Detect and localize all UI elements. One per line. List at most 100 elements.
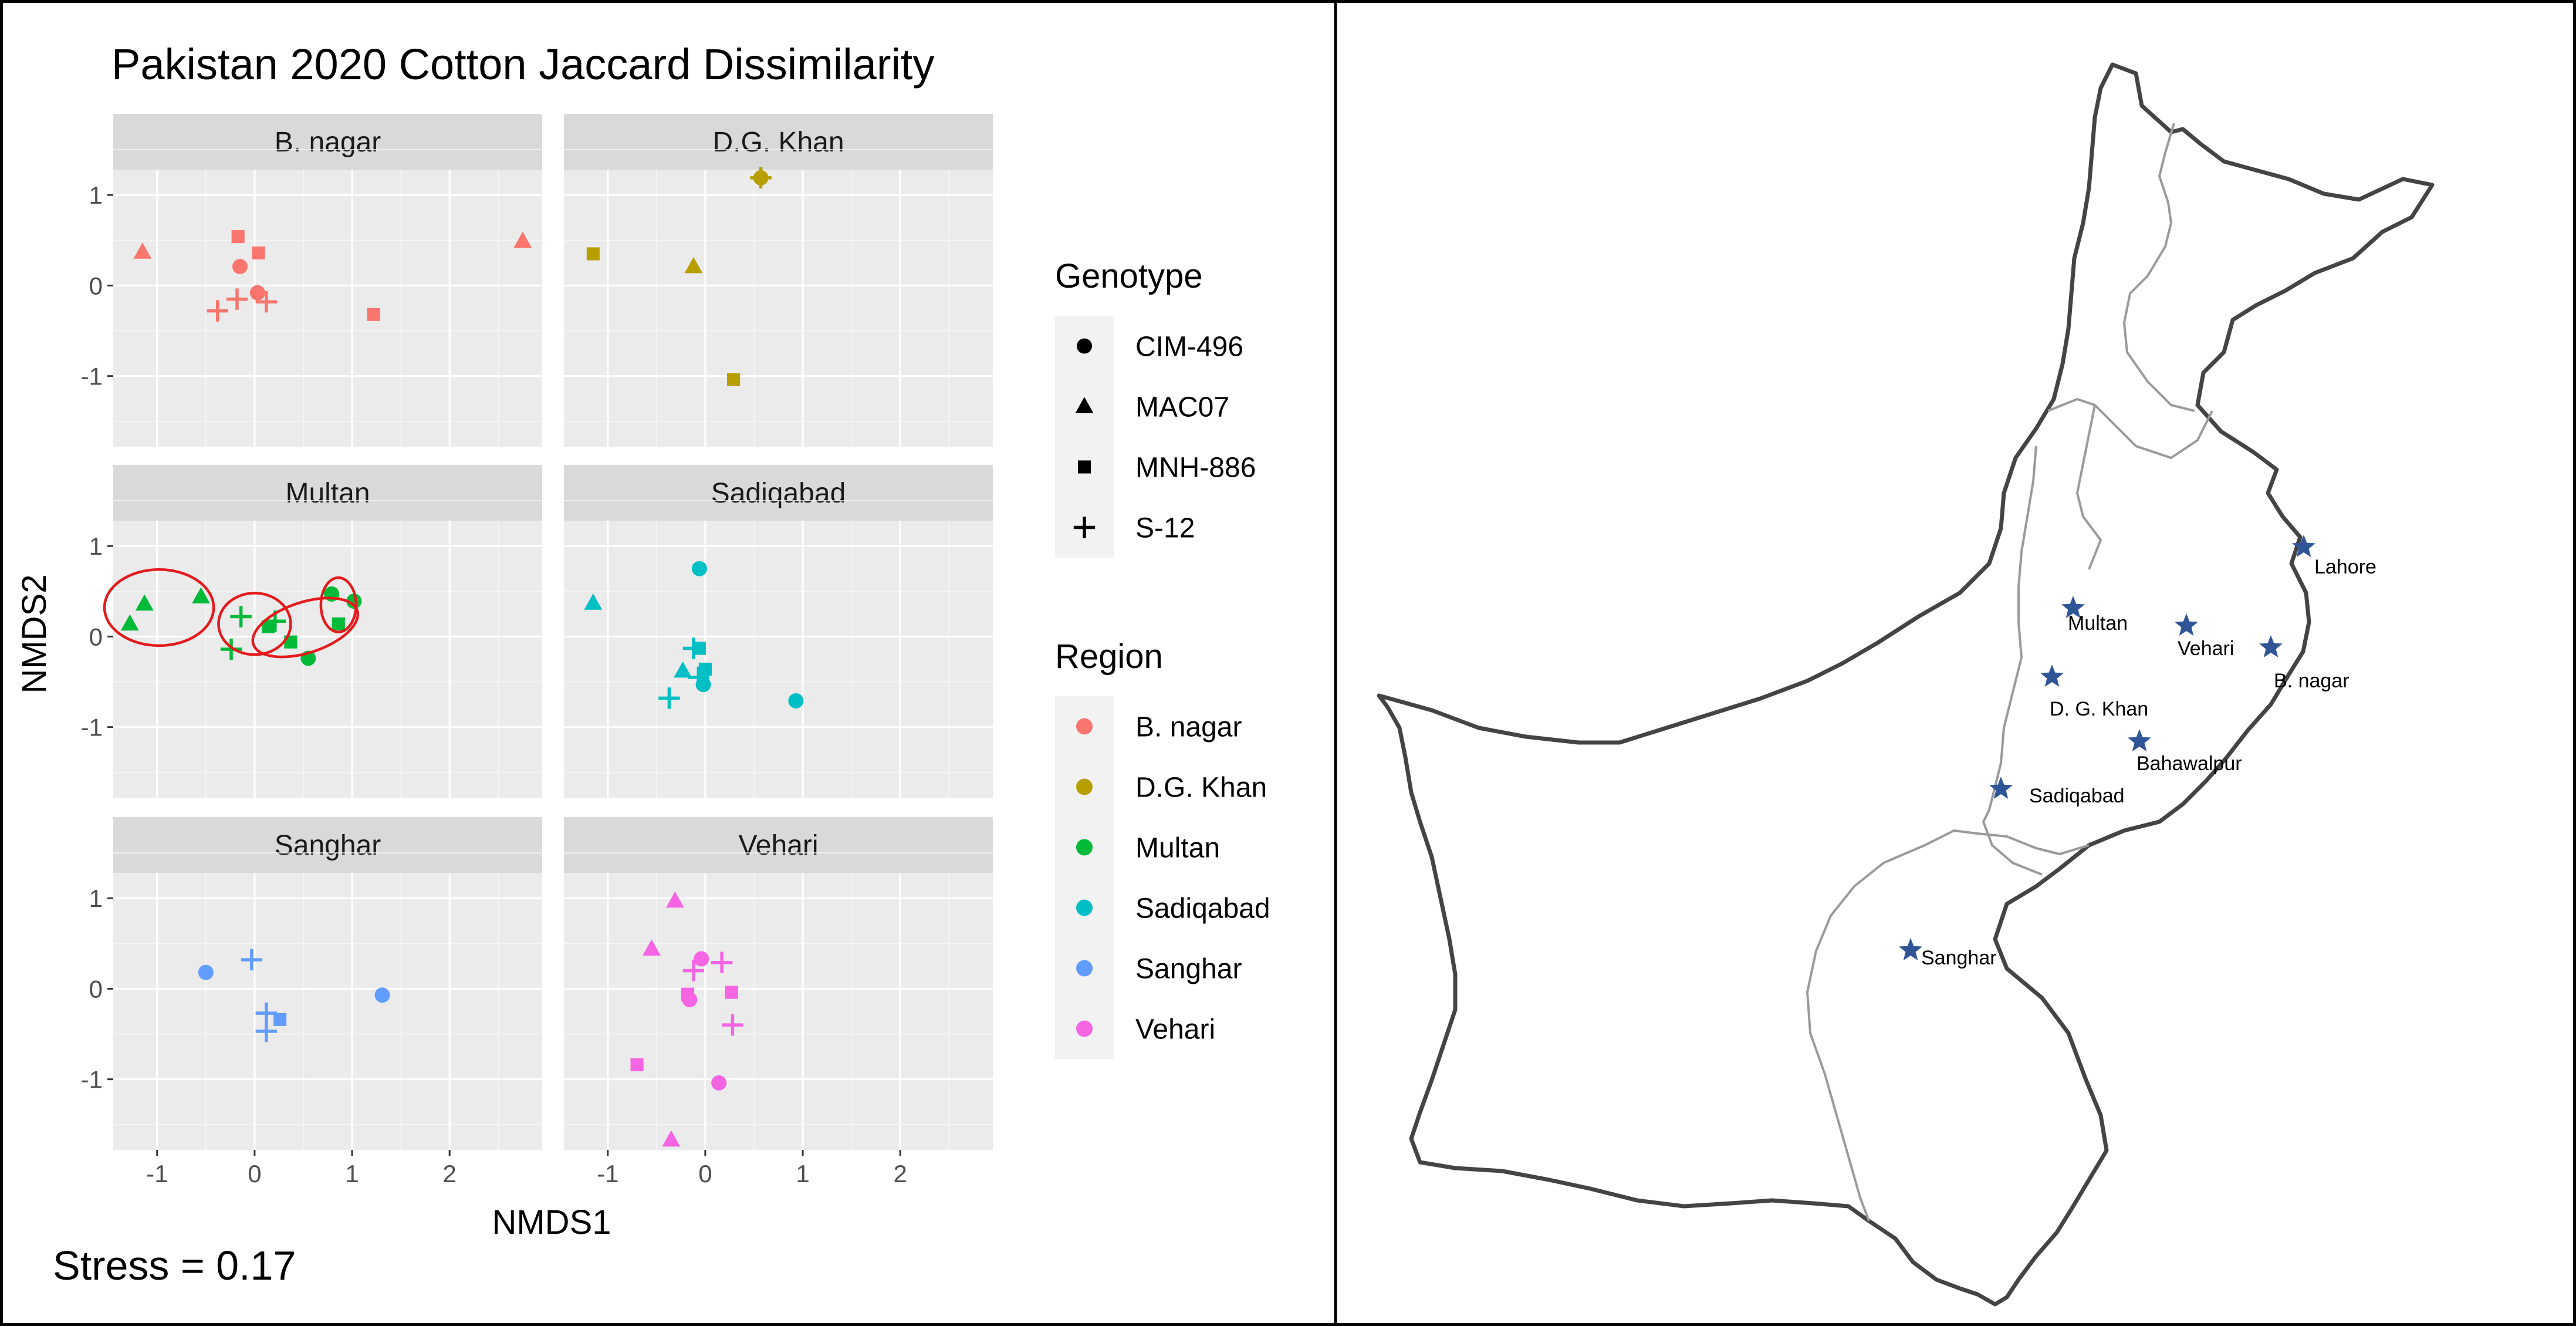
facet-strip bbox=[113, 114, 542, 170]
panel-background bbox=[113, 170, 542, 447]
map-location-label: Vehari bbox=[2178, 637, 2234, 660]
data-point bbox=[662, 1130, 681, 1147]
x-tick-label: -1 bbox=[146, 1160, 168, 1187]
map-location-label: B. nagar bbox=[2274, 670, 2349, 692]
star-icon bbox=[2061, 596, 2085, 618]
y-tick-label: -1 bbox=[81, 1066, 103, 1094]
data-point bbox=[643, 939, 661, 956]
facet-strip-label: Sadiqabad bbox=[711, 478, 846, 509]
map-location: Sanghar bbox=[1899, 938, 1997, 969]
highlight-ellipse bbox=[217, 592, 292, 656]
map-location-label: Sanghar bbox=[1921, 947, 1997, 969]
legend-symbol-plus bbox=[1073, 517, 1096, 538]
map-location-label: Multan bbox=[2068, 612, 2128, 635]
highlight-ellipse bbox=[251, 596, 360, 659]
data-point bbox=[252, 246, 265, 259]
highlight-ellipse bbox=[103, 568, 215, 647]
y-tick-label: 1 bbox=[89, 181, 103, 209]
x-tick-label: -1 bbox=[597, 1160, 618, 1187]
province-border bbox=[2123, 123, 2195, 412]
legend-label: Sadiqabad bbox=[1135, 893, 1270, 925]
data-point bbox=[255, 1020, 278, 1042]
nmds-chart: Pakistan 2020 Cotton Jaccard Dissimilari… bbox=[15, 40, 1270, 1288]
data-point bbox=[232, 259, 248, 275]
map-location: Bahawalpur bbox=[2128, 729, 2242, 775]
data-point bbox=[207, 300, 228, 322]
data-point bbox=[788, 693, 804, 708]
data-point bbox=[367, 308, 380, 321]
data-point bbox=[665, 891, 684, 908]
chart-title: Pakistan 2020 Cotton Jaccard Dissimilari… bbox=[111, 40, 934, 89]
data-point bbox=[255, 291, 278, 313]
star-icon bbox=[1989, 777, 2013, 799]
panel-background bbox=[564, 873, 993, 1150]
facet-strip-label: D.G. Khan bbox=[712, 127, 844, 158]
data-point bbox=[750, 167, 772, 189]
data-point bbox=[346, 593, 362, 609]
map-location-label: D. G. Khan bbox=[2050, 698, 2148, 720]
province-border bbox=[2047, 398, 2213, 459]
legend-region-title: Region bbox=[1055, 637, 1163, 676]
x-tick-label: 1 bbox=[345, 1160, 359, 1187]
legend-genotype: CIM-496 MAC07 MNH-886 S-12 bbox=[1055, 316, 1256, 558]
data-point bbox=[255, 1002, 278, 1024]
data-point bbox=[725, 986, 738, 999]
data-point bbox=[658, 687, 680, 709]
legend-genotype-title: Genotype bbox=[1055, 257, 1203, 295]
data-point bbox=[231, 230, 245, 244]
province-border bbox=[2076, 404, 2102, 570]
data-point bbox=[273, 1013, 287, 1026]
panel-background bbox=[564, 170, 993, 447]
y-tick-label: 0 bbox=[89, 623, 103, 650]
facet-strip-label: B. nagar bbox=[275, 127, 381, 158]
facet-panel: Sanghar 1 0 -1 -1 0 1 2 bbox=[81, 817, 542, 1187]
y-tick-label: 1 bbox=[89, 885, 103, 912]
legend-label: S-12 bbox=[1135, 513, 1195, 544]
data-point bbox=[630, 1058, 644, 1072]
facet-panel: Sadiqabad bbox=[564, 465, 993, 798]
legend-label: CIM-496 bbox=[1135, 332, 1243, 363]
pakistan-map: Lahore Multan Vehari B. nagar D. G. Khan Baha… bbox=[1377, 62, 2435, 1307]
star-icon bbox=[2292, 535, 2315, 557]
data-point bbox=[584, 593, 603, 610]
facet-strip bbox=[113, 817, 542, 873]
data-point bbox=[230, 606, 252, 627]
facet-panel: Vehari -1 0 1 2 bbox=[564, 817, 993, 1187]
map-location-label: Lahore bbox=[2314, 556, 2376, 578]
province-border bbox=[1806, 829, 2090, 1222]
stress-annotation: Stress = 0.17 bbox=[53, 1243, 296, 1288]
map-location-label: Sadiqabad bbox=[2029, 785, 2125, 807]
data-point bbox=[513, 231, 532, 248]
data-point bbox=[249, 285, 265, 301]
x-tick-label: 2 bbox=[442, 1160, 456, 1187]
data-point bbox=[682, 637, 705, 659]
data-point bbox=[192, 587, 210, 603]
data-point bbox=[226, 288, 248, 310]
x-tick-label: 0 bbox=[248, 1160, 261, 1187]
facet-panels: B. nagar 1 0 -1 D.G. Khan Multan 1 0 -1 Sadiqabad… bbox=[81, 114, 993, 1187]
map-location: Multan bbox=[2061, 596, 2128, 635]
map-location: Sadiqabad bbox=[1989, 777, 2125, 807]
y-axis-title: NMDS2 bbox=[15, 574, 53, 693]
legend-label: MAC07 bbox=[1135, 392, 1229, 423]
y-tick-label: -1 bbox=[81, 714, 103, 741]
legend-label: MNH-886 bbox=[1135, 453, 1256, 484]
legend-color-dot bbox=[1076, 839, 1093, 856]
facet-strip bbox=[564, 817, 993, 873]
data-point bbox=[332, 617, 345, 630]
country-outline bbox=[1377, 62, 2435, 1307]
star-icon bbox=[2128, 729, 2151, 751]
data-point bbox=[674, 661, 692, 678]
legend-color-dot bbox=[1076, 899, 1093, 916]
map-location-label: Bahawalpur bbox=[2136, 753, 2242, 775]
star-icon bbox=[1899, 938, 1922, 960]
legend-color-dot bbox=[1076, 1020, 1093, 1037]
data-point bbox=[135, 594, 154, 611]
data-point bbox=[711, 1075, 727, 1091]
data-point bbox=[682, 960, 705, 981]
x-tick-label: 1 bbox=[796, 1160, 809, 1187]
highlight-ellipse bbox=[319, 576, 357, 633]
x-axis-title: NMDS1 bbox=[492, 1203, 611, 1241]
star-icon bbox=[2259, 635, 2283, 657]
panel-background bbox=[564, 521, 993, 798]
